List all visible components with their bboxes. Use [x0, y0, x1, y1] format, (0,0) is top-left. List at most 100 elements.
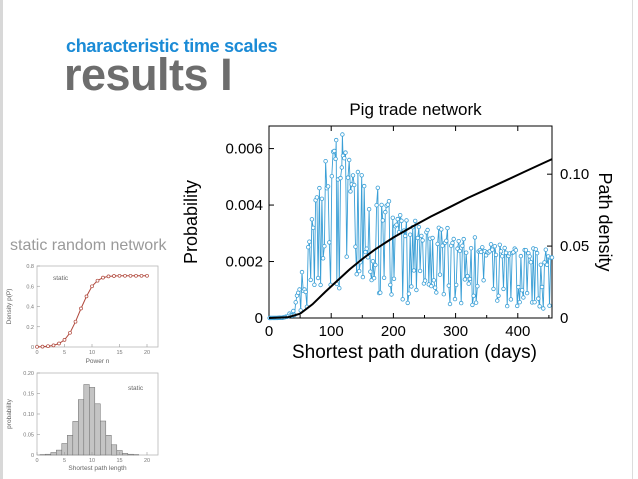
probability-point: [319, 196, 325, 201]
main-xlabel: Shortest path duration (days): [292, 342, 537, 363]
small-density-point: [112, 274, 116, 278]
probability-point: [475, 284, 480, 289]
small-density-point: [123, 273, 127, 278]
probability-point: [459, 300, 464, 306]
probability-point: [541, 306, 546, 311]
probability-point: [431, 278, 436, 283]
probability-point: [515, 303, 520, 309]
small-hist-xtick-label: 15: [116, 458, 122, 464]
probability-point: [293, 300, 298, 305]
probability-point: [322, 243, 327, 249]
histogram-bar: [111, 444, 118, 456]
main-ytick-right-label: 0.10: [560, 166, 589, 183]
probability-point: [454, 282, 459, 288]
probability-point: [405, 300, 410, 306]
probability-point: [513, 247, 519, 253]
probability-point: [291, 308, 296, 314]
small-hist-ytick-label: 0.20: [23, 371, 34, 377]
probability-point: [339, 165, 344, 170]
main-ytick-label: 0: [255, 310, 263, 327]
probability-point: [342, 155, 347, 161]
histogram-bar: [45, 453, 52, 456]
probability-point: [491, 286, 496, 292]
probability-point: [508, 297, 514, 302]
small-hist-xtick-label: 0: [35, 458, 38, 464]
small-line-ytick-label: 0: [31, 345, 34, 351]
probability-point: [373, 262, 378, 268]
probability-point: [539, 284, 545, 290]
main-xtick-label: 400: [505, 323, 530, 340]
probability-point: [516, 284, 521, 290]
small-hist-ytick-label: 0: [31, 453, 34, 459]
probability-point: [359, 173, 364, 178]
small-density-point: [145, 273, 149, 278]
probability-point: [308, 277, 313, 283]
probability-point: [404, 218, 409, 223]
probability-point: [343, 150, 348, 155]
histogram-bar: [94, 403, 101, 456]
probability-point: [495, 298, 500, 303]
small-hist-annotation: static: [128, 385, 144, 392]
probability-point: [395, 216, 400, 222]
probability-point: [389, 292, 394, 297]
probability-point: [461, 236, 466, 242]
probability-point: [501, 286, 506, 292]
main-ytick-label: 0.006: [225, 141, 263, 158]
probability-point: [347, 157, 352, 163]
histogram-bar: [89, 387, 96, 456]
small-hist-xlabel: Shortest path length: [68, 465, 127, 472]
small-density-point: [57, 341, 61, 346]
probability-series-line: [269, 134, 553, 319]
probability-point: [311, 225, 316, 230]
probability-point: [371, 275, 377, 281]
probability-point: [314, 195, 320, 200]
probability-point: [447, 301, 453, 307]
probability-point: [488, 242, 494, 247]
path-density-series-line: [268, 158, 553, 319]
probability-point: [496, 293, 501, 298]
probability-point: [309, 217, 315, 222]
probability-point: [381, 275, 387, 280]
small-line-xtick-label: 15: [116, 350, 122, 356]
probability-point: [462, 277, 468, 282]
probability-point: [400, 297, 405, 302]
probability-point: [444, 238, 449, 243]
probability-point: [408, 232, 413, 237]
small-density-point: [134, 273, 138, 278]
small-line-xtick-label: 5: [63, 350, 66, 356]
probability-point: [334, 137, 339, 143]
histogram-bar: [100, 420, 107, 456]
probability-point: [425, 227, 430, 233]
small-line-annotation: static: [53, 275, 69, 282]
probability-point: [406, 291, 412, 296]
small-hist-xtick-label: 20: [144, 458, 150, 464]
probability-point: [380, 218, 385, 223]
slide-title: results I: [64, 49, 233, 100]
probability-point: [472, 235, 478, 240]
main-ytick-right-label: 0: [560, 310, 568, 327]
probability-point: [480, 245, 485, 250]
probability-point: [430, 235, 435, 241]
probability-point: [399, 218, 404, 223]
small-line-xtick-label: 0: [35, 350, 38, 356]
probability-point: [366, 206, 372, 212]
probability-point: [374, 202, 379, 208]
probability-point: [338, 175, 343, 181]
small-density-point: [106, 274, 111, 279]
main-xtick-label: 100: [319, 323, 344, 340]
probability-point: [432, 285, 438, 290]
probability-point: [524, 290, 530, 296]
probability-point: [364, 246, 369, 251]
probability-point: [355, 169, 361, 175]
probability-point: [460, 243, 465, 248]
small-hist-xtick-label: 5: [63, 458, 66, 464]
probability-point: [549, 255, 555, 260]
probability-point: [357, 268, 362, 274]
probability-point: [468, 245, 474, 251]
probability-point: [440, 243, 445, 248]
probability-point: [416, 224, 422, 230]
histogram-bar: [56, 449, 63, 456]
main-chart-title: Pig trade network: [349, 100, 482, 119]
probability-point: [352, 182, 357, 188]
